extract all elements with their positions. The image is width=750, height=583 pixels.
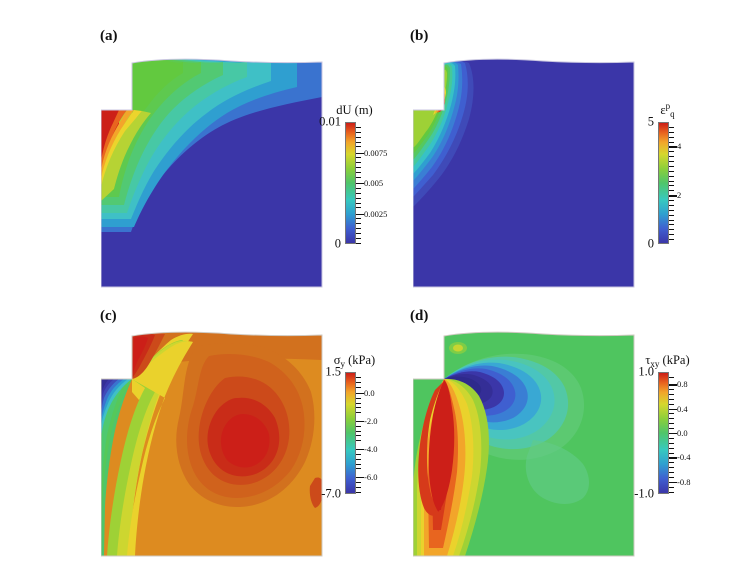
panel-d-colorbar-min-label: -1.0 xyxy=(634,486,654,501)
panel-c-colorbar-title: σy (kPa) xyxy=(334,353,375,369)
panel-d-colorbar-tick-label-3: 0.0 xyxy=(677,428,688,438)
panel-c-colorbar-min-label: -7.0 xyxy=(321,486,341,501)
panel-c-colorbar-title-symbol: σ xyxy=(333,353,341,367)
panel-a: (a) xyxy=(0,0,387,292)
panel-c-colorbar-tick-label-2: -2.0 xyxy=(364,415,378,426)
panel-c-label: (c) xyxy=(100,308,117,324)
panel-b-colorbar-tick-label-1: 4 xyxy=(677,141,682,152)
panel-d-colorbar-max-label: 1.0 xyxy=(638,364,654,379)
panel-a-colorbar-tick-label-3: 0.0025 xyxy=(364,208,388,219)
panel-d-colorbar-ticks xyxy=(669,372,677,494)
panel-d-colorbar-tick-label-5: -0.8 xyxy=(677,476,691,487)
panel-c-colorbar-title-sub: y xyxy=(340,359,346,369)
panel-b-colorbar-title-sup: p xyxy=(665,101,671,111)
panel-a-colorbar-max-label: 0.01 xyxy=(319,114,341,129)
panel-c-colorbar-tick-label-1: 0.0 xyxy=(364,387,375,398)
panel-b-colorbar: εpq 5 0 4 2 xyxy=(648,101,682,251)
panel-a-colorbar-strip xyxy=(345,122,356,244)
panel-d-plot xyxy=(413,330,635,557)
panel-d: (d) xyxy=(375,292,750,583)
panel-d-colorbar: τxy (kPa) 1.0 -1.0 0.8 0.4 0.0 xyxy=(634,353,690,501)
panel-d-colorbar-tick-label-1: 0.8 xyxy=(677,379,688,390)
panel-d-label: (d) xyxy=(410,308,429,324)
panel-b-colorbar-tick-label-2: 2 xyxy=(677,190,682,201)
panel-a-colorbar-ticks xyxy=(356,122,364,244)
panel-d-colorbar-strip xyxy=(658,372,669,494)
panel-b-colorbar-min-label: 0 xyxy=(647,236,654,251)
panel-a-colorbar-min-label: 0 xyxy=(334,236,341,251)
panel-c-contour xyxy=(101,331,323,557)
panel-d-contour xyxy=(413,331,635,557)
panel-b-colorbar-title-symbol: ε xyxy=(660,103,666,117)
panel-c-colorbar: σy (kPa) 1.5 -7.0 0.0 -2.0 -4.0 -6.0 xyxy=(321,353,377,501)
panel-a-plot xyxy=(101,57,323,288)
panel-c-colorbar-tick-label-4: -6.0 xyxy=(364,471,378,482)
panel-b-label: (b) xyxy=(410,28,429,44)
panel-d-colorbar-title-unit: (kPa) xyxy=(659,353,690,367)
panel-c: (c) xyxy=(0,292,377,583)
panel-d-colorbar-tick-label-4: -0.4 xyxy=(677,452,691,463)
panel-b-colorbar-max-label: 5 xyxy=(647,114,654,129)
panel-c-colorbar-tick-label-3: -4.0 xyxy=(364,443,378,454)
panel-a-colorbar-title-text: dU (m) xyxy=(336,103,373,117)
panel-b-colorbar-title-sub: q xyxy=(670,109,675,119)
panel-a-label: (a) xyxy=(100,28,118,44)
panel-d-colorbar-title: τxy (kPa) xyxy=(645,353,689,369)
panel-c-colorbar-strip xyxy=(345,372,356,494)
panel-c-colorbar-title-unit: (kPa) xyxy=(345,353,376,367)
panel-a-colorbar-tick-label-2: 0.005 xyxy=(364,178,384,188)
panel-a-colorbar-title: dU (m) xyxy=(336,103,372,118)
panel-b-colorbar-ticks xyxy=(669,122,677,244)
panel-d-colorbar-tick-label-2: 0.4 xyxy=(677,403,688,414)
panel-b-plot xyxy=(413,57,635,288)
panel-a-colorbar-tick-label-1: 0.0075 xyxy=(364,147,388,158)
panel-b-colorbar-title: εpq xyxy=(660,101,674,119)
panel-b-colorbar-strip xyxy=(658,122,669,244)
panel-b-contour xyxy=(413,58,635,288)
panel-c-colorbar-max-label: 1.5 xyxy=(325,364,341,379)
panel-c-plot xyxy=(101,330,323,557)
panel-d-colorbar-title-symbol: τ xyxy=(645,353,651,367)
panel-d-colorbar-title-sub: xy xyxy=(650,359,660,369)
panel-c-colorbar-ticks xyxy=(356,372,364,494)
panel-a-contour xyxy=(101,58,323,288)
panel-b: (b) xyxy=(375,0,750,292)
panel-a-colorbar: dU (m) 0.01 0 0.0075 0.005 0.0025 xyxy=(319,103,387,251)
